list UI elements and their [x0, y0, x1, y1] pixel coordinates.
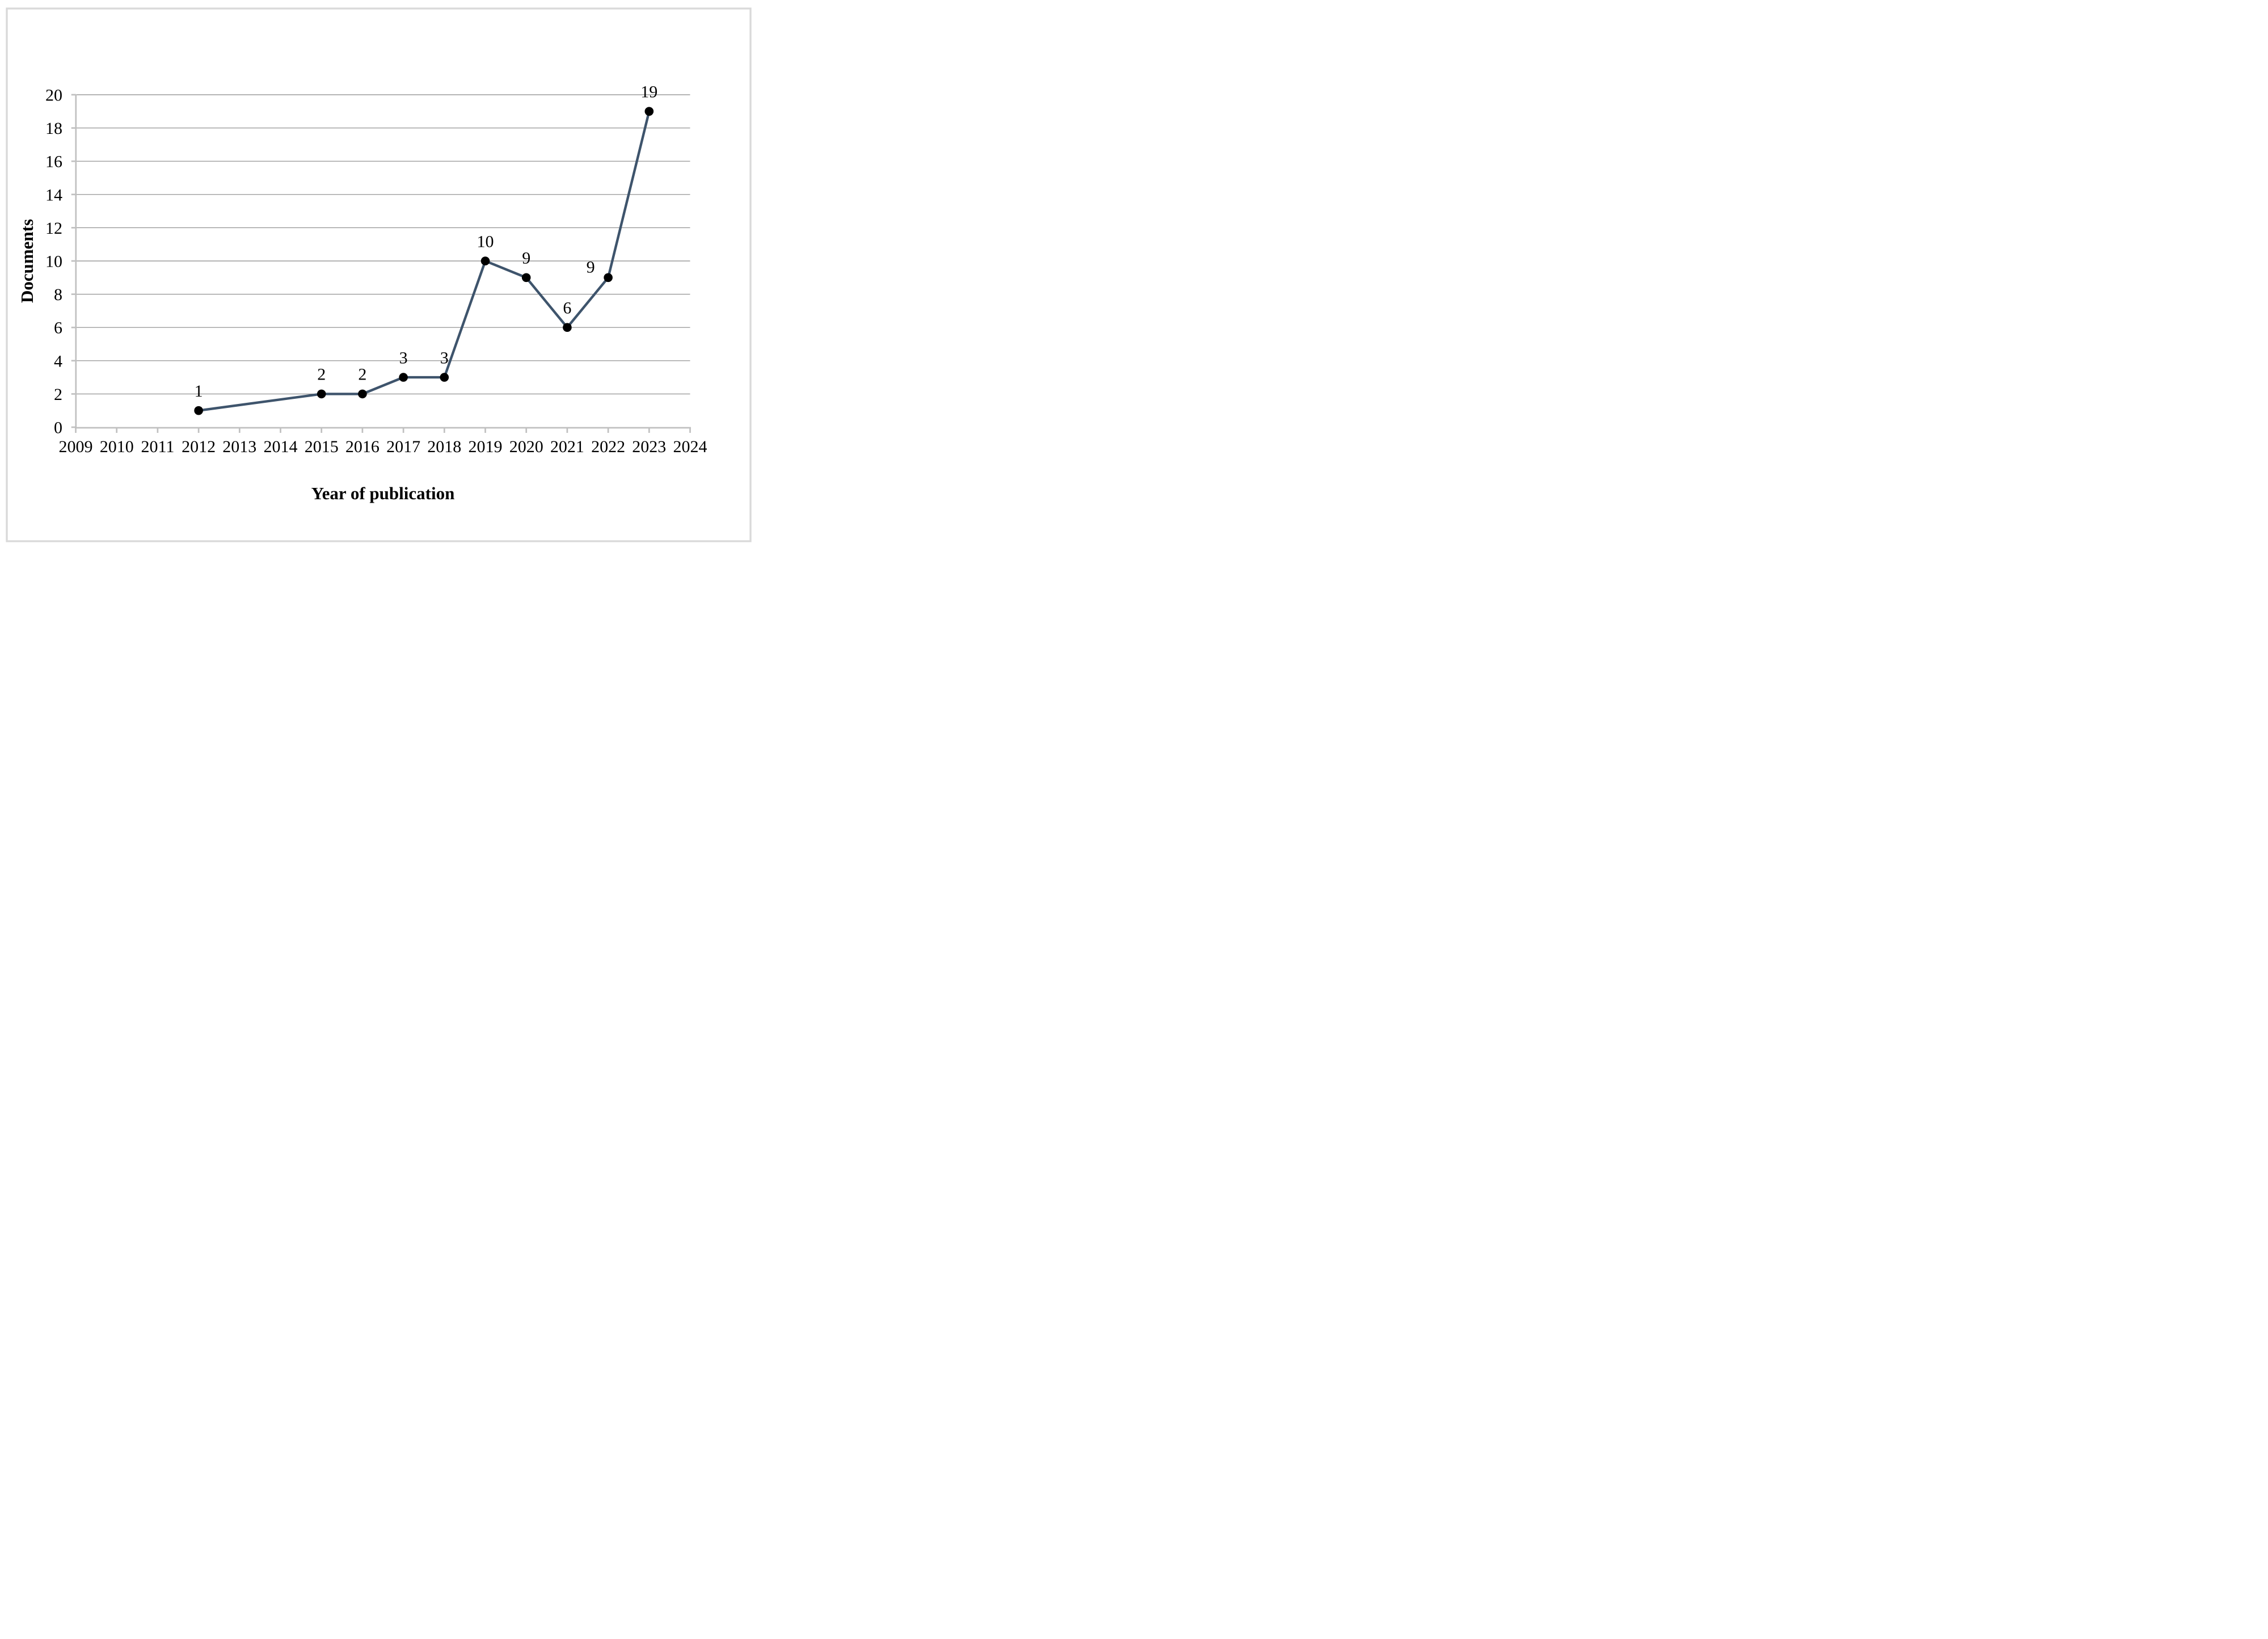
data-label-2022: 9	[587, 258, 595, 277]
data-label-2017: 3	[399, 348, 408, 367]
data-point-2016	[358, 389, 367, 399]
x-tick-label-2012: 2012	[182, 437, 216, 456]
data-point-2019	[480, 256, 490, 266]
data-point-2020	[521, 273, 531, 283]
data-point-2012	[194, 406, 203, 415]
data-point-2023	[644, 107, 654, 116]
x-tick-label-2020: 2020	[509, 437, 543, 456]
y-tick-label-0: 0	[54, 419, 62, 437]
x-tick-label-2011: 2011	[141, 437, 174, 456]
data-label-2012: 1	[195, 382, 203, 401]
x-tick-label-2010: 2010	[100, 437, 134, 456]
series-line-documents	[198, 111, 651, 412]
x-tick-label-2015: 2015	[305, 437, 339, 456]
y-tick-label-12: 12	[45, 219, 62, 238]
y-tick-label-10: 10	[45, 252, 62, 271]
data-label-2018: 3	[440, 348, 449, 367]
data-label-2016: 2	[358, 365, 366, 384]
y-axis-title: Documents	[17, 219, 37, 303]
y-tick-label-6: 6	[54, 319, 62, 338]
data-label-2020: 9	[522, 249, 530, 268]
y-tick-label-18: 18	[45, 119, 62, 138]
x-tick-label-2018: 2018	[427, 437, 461, 456]
data-point-2018	[440, 373, 449, 382]
x-tick-label-2014: 2014	[264, 437, 298, 456]
data-label-2019: 10	[477, 232, 494, 251]
data-point-2022	[604, 273, 613, 283]
y-tick-label-4: 4	[54, 352, 62, 370]
x-tick-label-2022: 2022	[591, 437, 625, 456]
y-tick-label-14: 14	[45, 186, 62, 204]
data-point-2015	[317, 389, 326, 399]
line-chart-figure: 0 2 4 6 8 10 12 14 16 18 20 2009 2010 2011 2012 2013 201…	[0, 0, 756, 546]
y-tick-label-20: 20	[45, 86, 62, 105]
data-label-2023: 19	[640, 83, 657, 102]
x-tick-label-2019: 2019	[469, 437, 503, 456]
data-label-2015: 2	[317, 365, 326, 384]
figure-border	[6, 7, 752, 542]
data-point-2017	[399, 373, 408, 382]
x-tick-label-2013: 2013	[222, 437, 256, 456]
x-axis-title: Year of publication	[311, 483, 455, 503]
data-point-2021	[563, 323, 572, 332]
x-tick-label-2021: 2021	[550, 437, 584, 456]
data-label-2021: 6	[563, 299, 571, 318]
x-tick-label-2023: 2023	[632, 437, 666, 456]
x-tick-label-2016: 2016	[345, 437, 380, 456]
y-tick-label-2: 2	[54, 385, 62, 404]
x-tick-label-2009: 2009	[59, 437, 93, 456]
y-tick-label-8: 8	[54, 285, 62, 304]
x-tick-label-2024: 2024	[673, 437, 707, 456]
y-tick-label-16: 16	[45, 153, 62, 171]
x-tick-label-2017: 2017	[386, 437, 420, 456]
